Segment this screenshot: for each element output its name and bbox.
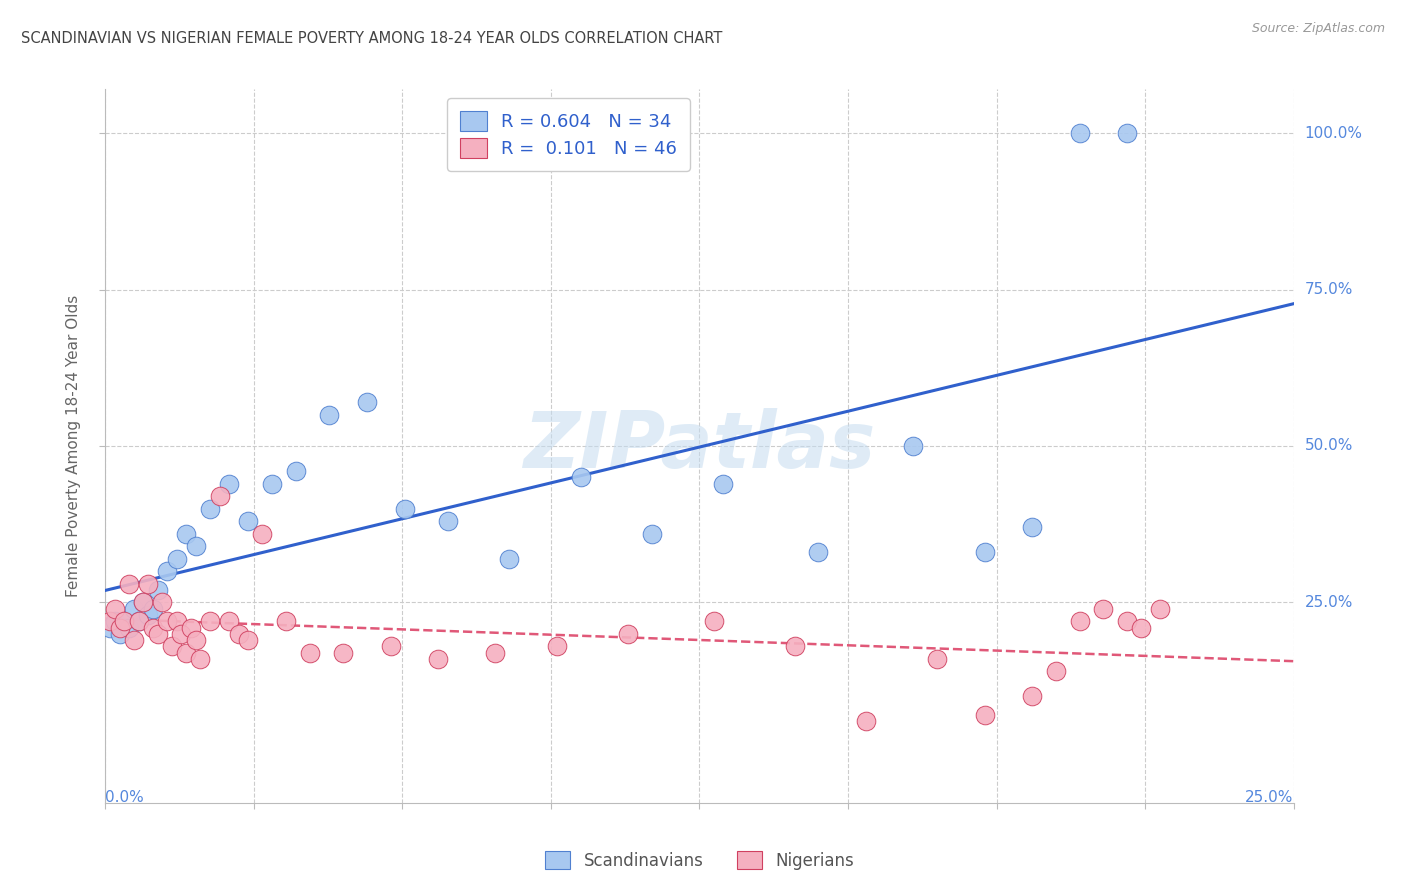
Text: 25.0%: 25.0% [1305, 595, 1353, 610]
Point [903, 439, 925, 453]
Point [108, 627, 131, 641]
Point [128, 614, 150, 628]
Point [174, 526, 197, 541]
Point [617, 627, 640, 641]
Text: 75.0%: 75.0% [1305, 282, 1353, 297]
Point [184, 633, 207, 648]
Point [711, 476, 734, 491]
Point [156, 614, 179, 628]
Point [218, 476, 240, 491]
Point [132, 595, 155, 609]
Text: SCANDINAVIAN VS NIGERIAN FEMALE POVERTY AMONG 18-24 YEAR OLDS CORRELATION CHART: SCANDINAVIAN VS NIGERIAN FEMALE POVERTY … [21, 31, 723, 46]
Point [1069, 614, 1091, 628]
Point [160, 640, 183, 654]
Point [184, 539, 207, 553]
Point [356, 395, 378, 409]
Point [104, 614, 127, 628]
Point [108, 621, 131, 635]
Point [1116, 126, 1139, 140]
Point [208, 489, 231, 503]
Point [427, 652, 450, 666]
Point [114, 614, 136, 628]
Point [198, 614, 221, 628]
Point [260, 476, 283, 491]
Point [318, 408, 340, 422]
Point [855, 714, 877, 729]
Point [546, 640, 568, 654]
Point [136, 607, 159, 622]
Point [274, 614, 297, 628]
Point [146, 627, 169, 641]
Point [166, 614, 188, 628]
Point [1149, 601, 1171, 615]
Point [1116, 614, 1139, 628]
Point [166, 551, 188, 566]
Point [703, 614, 725, 628]
Point [98, 621, 121, 635]
Point [1092, 601, 1115, 615]
Point [142, 621, 165, 635]
Point [104, 601, 127, 615]
Point [180, 621, 202, 635]
Point [198, 501, 221, 516]
Point [122, 633, 145, 648]
Text: 0.0%: 0.0% [105, 789, 145, 805]
Point [973, 708, 995, 723]
Point [925, 652, 948, 666]
Text: 100.0%: 100.0% [1305, 126, 1362, 141]
Point [236, 633, 259, 648]
Point [156, 564, 179, 578]
Text: Source: ZipAtlas.com: Source: ZipAtlas.com [1251, 22, 1385, 36]
Point [152, 595, 174, 609]
Text: 50.0%: 50.0% [1305, 439, 1353, 453]
Point [973, 545, 995, 559]
Point [128, 614, 150, 628]
Point [569, 470, 592, 484]
Point [136, 576, 159, 591]
Point [394, 501, 416, 516]
Point [332, 646, 354, 660]
Point [174, 646, 197, 660]
Point [252, 526, 274, 541]
Point [114, 614, 136, 628]
Point [132, 595, 155, 609]
Point [1021, 690, 1043, 704]
Point [218, 614, 240, 628]
Point [228, 627, 250, 641]
Point [783, 640, 806, 654]
Point [641, 526, 664, 541]
Point [298, 646, 321, 660]
Point [122, 601, 145, 615]
Point [1069, 126, 1091, 140]
Point [118, 576, 141, 591]
Point [380, 640, 402, 654]
Point [436, 514, 458, 528]
Text: ZIPatlas: ZIPatlas [523, 408, 876, 484]
Legend: Scandinavians, Nigerians: Scandinavians, Nigerians [538, 845, 860, 877]
Text: 25.0%: 25.0% [1246, 789, 1294, 805]
Point [118, 621, 141, 635]
Point [1045, 665, 1067, 679]
Point [807, 545, 830, 559]
Point [484, 646, 506, 660]
Y-axis label: Female Poverty Among 18-24 Year Olds: Female Poverty Among 18-24 Year Olds [66, 295, 82, 597]
Point [98, 614, 121, 628]
Point [1021, 520, 1043, 534]
Point [236, 514, 259, 528]
Point [190, 652, 212, 666]
Point [142, 601, 165, 615]
Point [1130, 621, 1153, 635]
Point [170, 627, 193, 641]
Point [498, 551, 520, 566]
Point [284, 464, 307, 478]
Point [146, 582, 169, 597]
